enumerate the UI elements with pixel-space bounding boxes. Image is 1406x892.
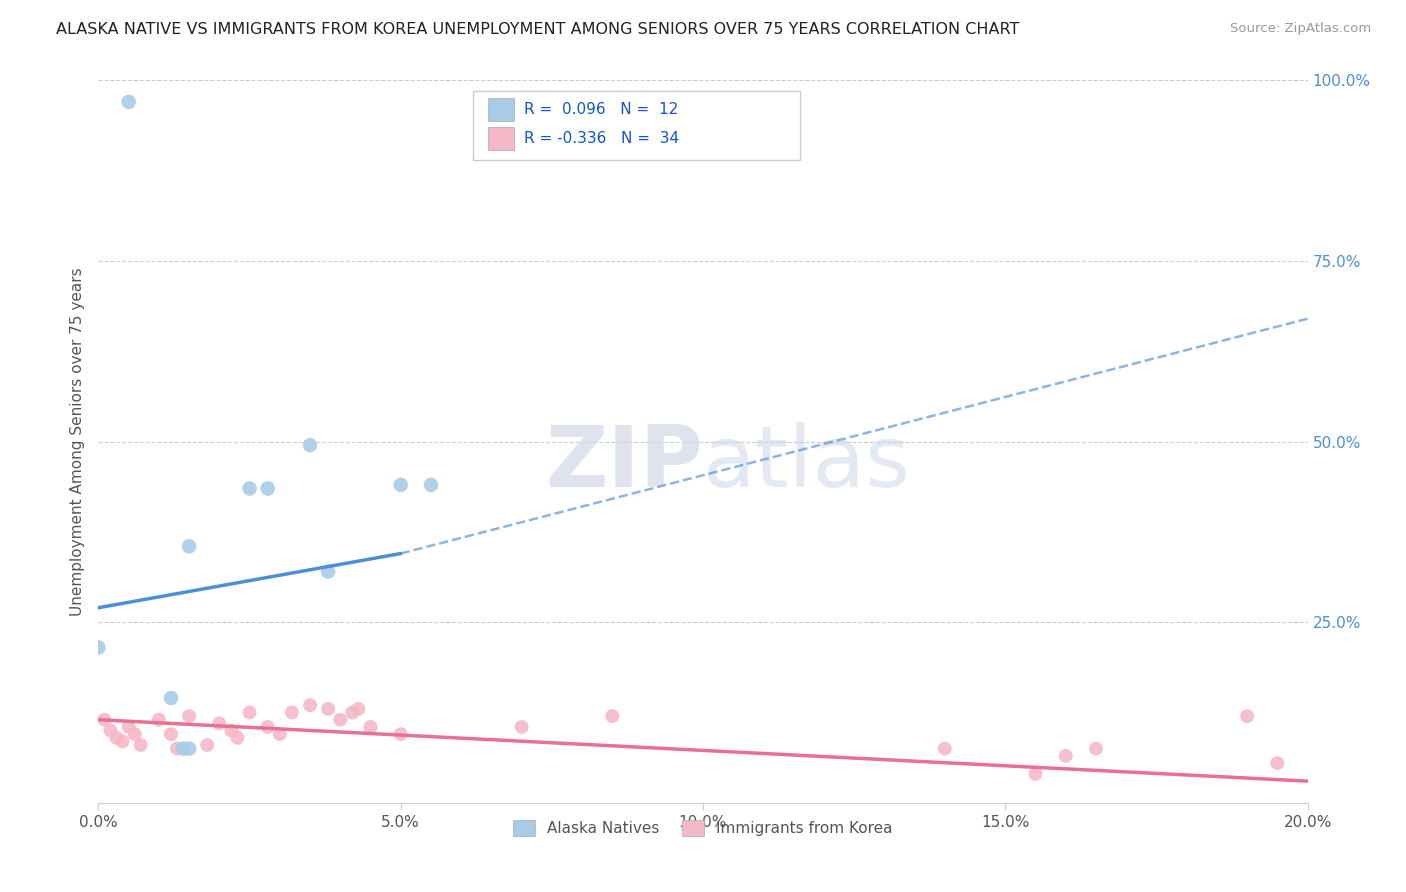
Point <box>160 691 183 706</box>
Point <box>100 723 122 738</box>
Text: R = -0.336   N =  34: R = -0.336 N = 34 <box>524 130 679 145</box>
Point <box>118 95 141 109</box>
Point <box>239 706 262 720</box>
Point <box>221 723 243 738</box>
Point <box>179 539 201 553</box>
Text: atlas: atlas <box>703 422 911 505</box>
Point <box>166 741 188 756</box>
Point <box>420 478 443 492</box>
Point <box>160 727 183 741</box>
Text: Source: ZipAtlas.com: Source: ZipAtlas.com <box>1230 22 1371 36</box>
Point <box>281 706 304 720</box>
Point <box>602 709 624 723</box>
Point <box>1085 741 1108 756</box>
Point <box>208 716 231 731</box>
Point <box>510 720 533 734</box>
Point <box>342 706 364 720</box>
Point <box>316 702 339 716</box>
Point <box>299 438 322 452</box>
Point <box>389 727 412 741</box>
Point <box>179 741 201 756</box>
Text: ALASKA NATIVE VS IMMIGRANTS FROM KOREA UNEMPLOYMENT AMONG SENIORS OVER 75 YEARS : ALASKA NATIVE VS IMMIGRANTS FROM KOREA U… <box>56 22 1019 37</box>
Bar <box>488 97 515 120</box>
Y-axis label: Unemployment Among Seniors over 75 years: Unemployment Among Seniors over 75 years <box>69 268 84 615</box>
Point <box>1024 767 1046 781</box>
Point <box>1267 756 1289 770</box>
Point <box>299 698 322 713</box>
Point <box>389 478 412 492</box>
Point <box>256 720 278 734</box>
Text: R =  0.096   N =  12: R = 0.096 N = 12 <box>524 102 678 117</box>
Point <box>269 727 291 741</box>
Point <box>124 727 146 741</box>
FancyBboxPatch shape <box>474 91 800 160</box>
Point <box>179 709 201 723</box>
Point <box>129 738 152 752</box>
Point <box>118 720 141 734</box>
Text: ZIP: ZIP <box>546 422 703 505</box>
Point <box>256 482 278 496</box>
Point <box>360 720 382 734</box>
Point <box>934 741 956 756</box>
Point <box>347 702 370 716</box>
Bar <box>488 127 515 150</box>
Point <box>105 731 128 745</box>
Point <box>87 640 110 655</box>
Point <box>195 738 218 752</box>
Point <box>1054 748 1077 763</box>
Point <box>316 565 339 579</box>
Point <box>111 734 134 748</box>
Point <box>172 741 194 756</box>
Point <box>329 713 352 727</box>
Point <box>1236 709 1258 723</box>
Point <box>148 713 170 727</box>
Point <box>239 482 262 496</box>
Legend: Alaska Natives, Immigrants from Korea: Alaska Natives, Immigrants from Korea <box>508 814 898 842</box>
Point <box>93 713 115 727</box>
Point <box>226 731 249 745</box>
